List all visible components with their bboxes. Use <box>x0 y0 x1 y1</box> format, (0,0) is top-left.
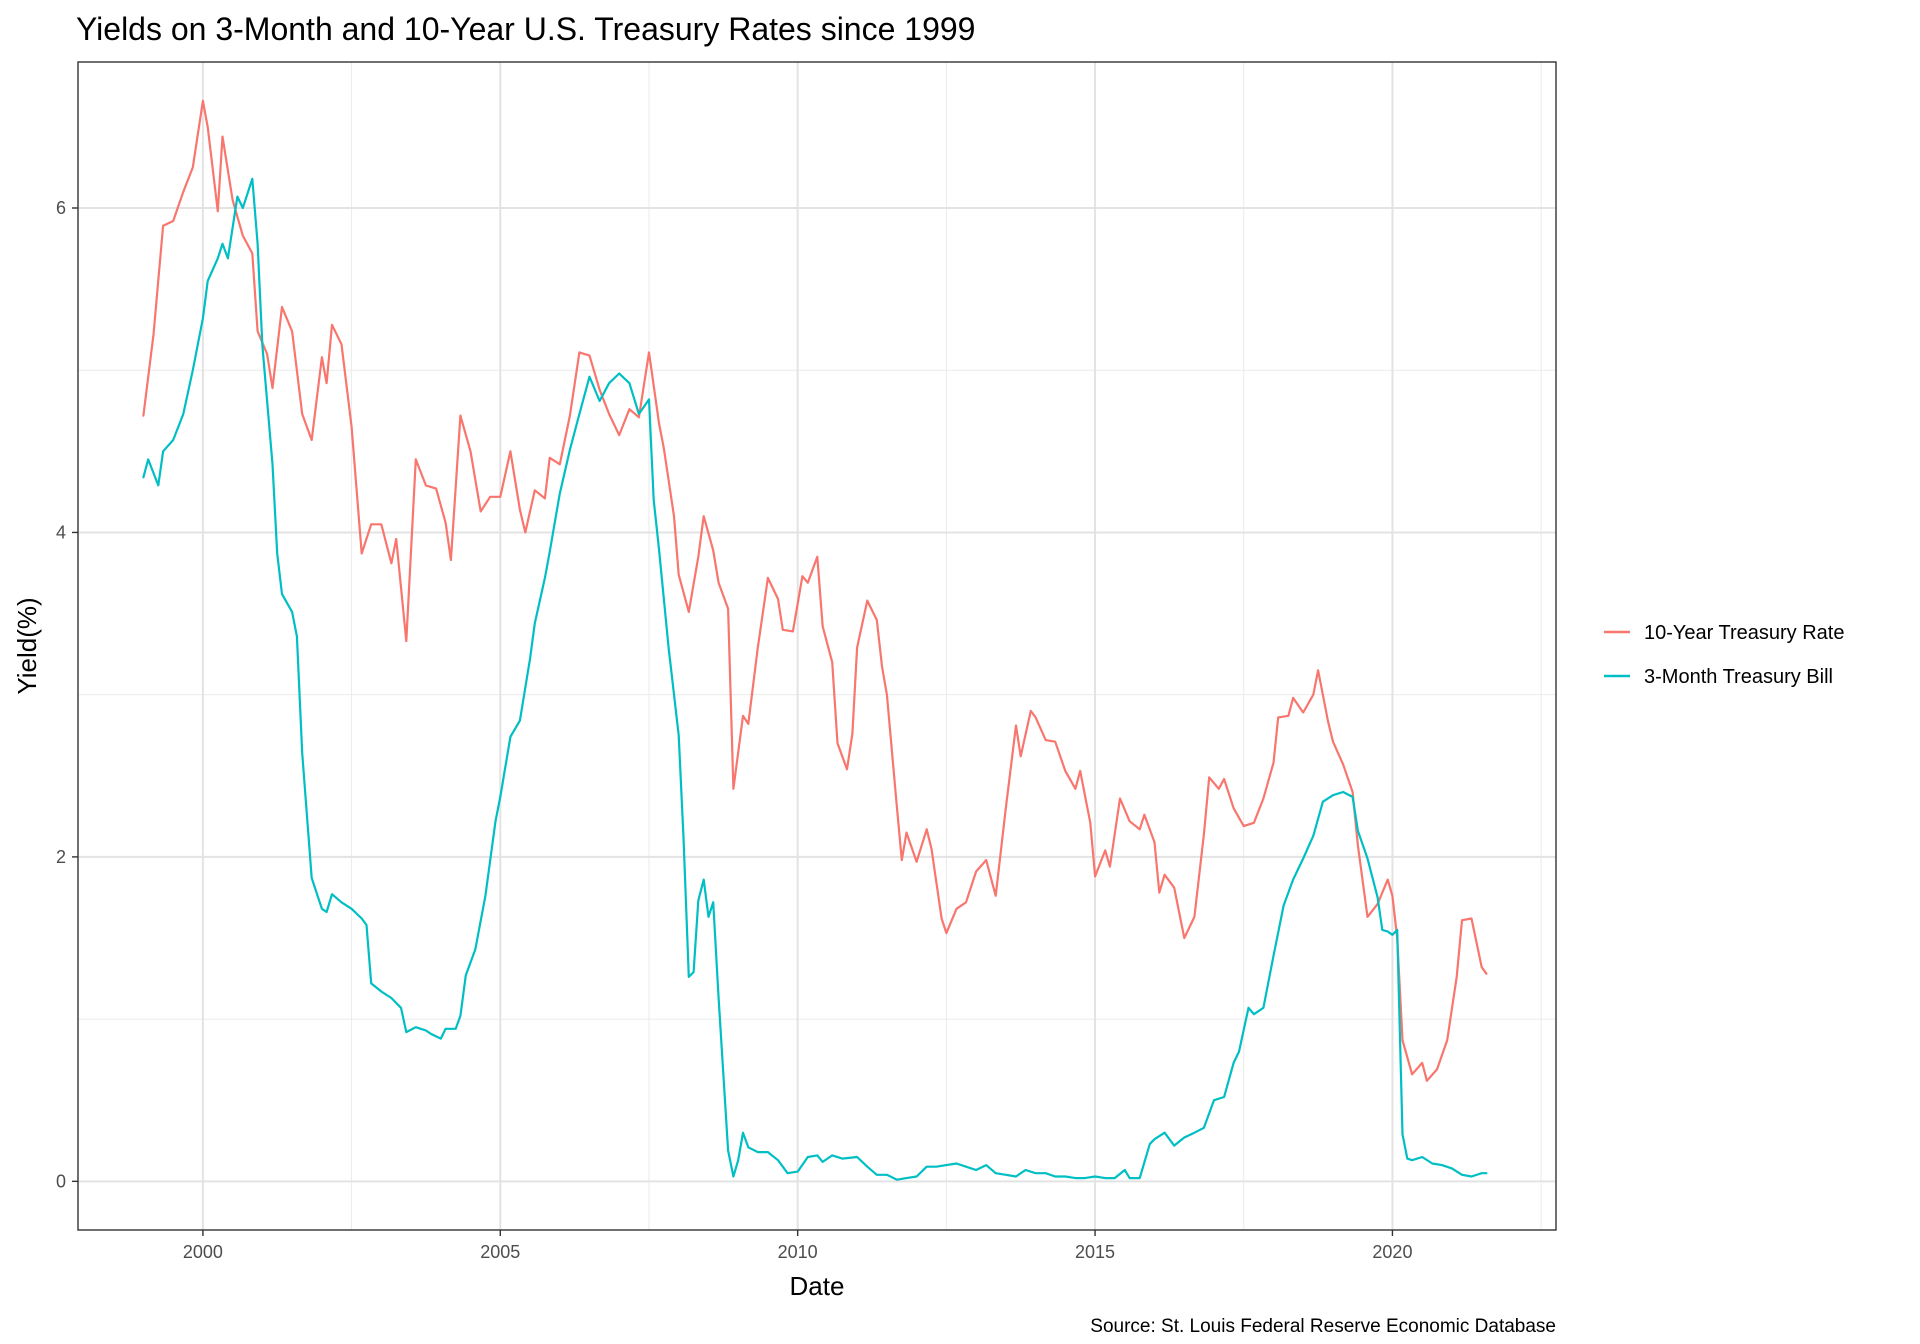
x-tick-label: 2000 <box>183 1242 223 1262</box>
series-layer <box>142 99 1488 1181</box>
y-tick-label: 4 <box>56 522 66 542</box>
grid-major <box>78 62 1556 1230</box>
chart-title: Yields on 3-Month and 10-Year U.S. Treas… <box>76 11 975 47</box>
series-line-0 <box>142 99 1488 1082</box>
grid-minor <box>78 62 1556 1230</box>
y-axis-title: Yield(%) <box>12 597 42 694</box>
legend-label: 3-Month Treasury Bill <box>1644 666 1833 688</box>
x-tick-label: 2010 <box>778 1242 818 1262</box>
x-axis: 2000 2005 2010 2015 2020 <box>183 1230 1412 1262</box>
x-tick-label: 2020 <box>1372 1242 1412 1262</box>
legend-label: 10-Year Treasury Rate <box>1644 622 1844 644</box>
y-tick-label: 0 <box>56 1171 66 1191</box>
x-tick-label: 2005 <box>480 1242 520 1262</box>
plot-panel <box>78 62 1556 1230</box>
legend: 10-Year Treasury Rate 3-Month Treasury Bi… <box>1604 622 1844 688</box>
y-tick-label: 2 <box>56 847 66 867</box>
x-tick-label: 2015 <box>1075 1242 1115 1262</box>
plot-border <box>77 61 1557 1231</box>
y-axis: 0 2 4 6 <box>56 198 78 1191</box>
x-axis-title: Date <box>790 1271 845 1301</box>
y-tick-label: 6 <box>56 198 66 218</box>
series-line-1 <box>142 177 1488 1181</box>
source-caption: Source: St. Louis Federal Reserve Econom… <box>1090 1316 1556 1337</box>
